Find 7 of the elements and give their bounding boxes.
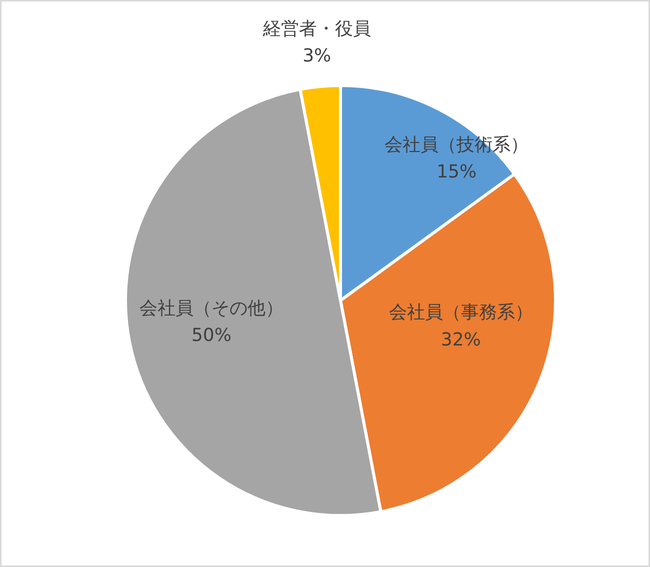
data-label: 50% bbox=[191, 325, 232, 346]
data-label: 32% bbox=[440, 329, 481, 350]
slice-label: 会社員（その他） bbox=[140, 298, 284, 319]
data-label: 15% bbox=[436, 162, 477, 183]
slice-label: 経営者・役員 bbox=[262, 18, 371, 40]
slice-label: 会社員（事務系） bbox=[388, 302, 533, 324]
data-label: 3% bbox=[302, 46, 332, 67]
